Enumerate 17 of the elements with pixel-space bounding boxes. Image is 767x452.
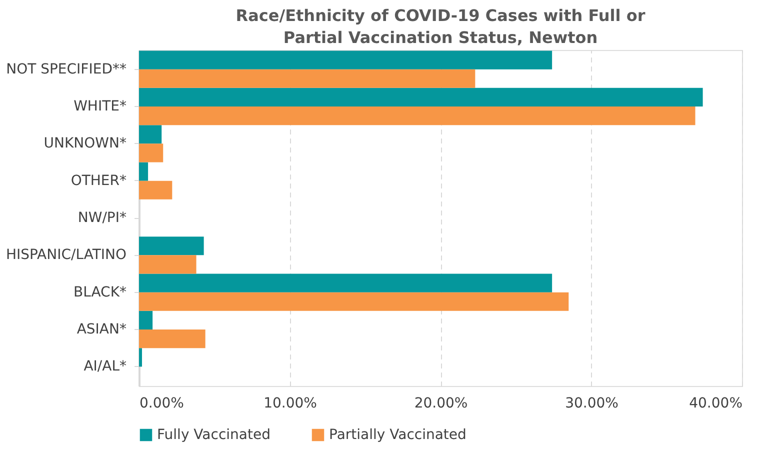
legend-label: Partially Vaccinated xyxy=(329,427,466,443)
y-tick-label: OTHER* xyxy=(70,172,126,189)
y-tick-label: NOT SPECIFIED** xyxy=(6,61,126,78)
y-tick-label: AI/AL* xyxy=(84,358,126,375)
y-tick-label: UNKNOWN* xyxy=(44,136,126,152)
x-tick-label: 40.00% xyxy=(689,396,742,412)
y-tick-label: NW/PI* xyxy=(78,210,126,226)
chart-title: Race/Ethnicity of COVID-19 Cases with Full or Partial Vaccination Status, Newton xyxy=(236,6,646,47)
y-tick-label: BLACK* xyxy=(73,284,126,300)
x-tick-label: 30.00% xyxy=(565,396,618,412)
x-tick-label: 10.00% xyxy=(264,396,317,412)
y-tick-label: HISPANIC/LATINO xyxy=(6,247,126,264)
y-tick-label: WHITE* xyxy=(74,98,126,114)
legend-label: Fully Vaccinated xyxy=(157,427,270,443)
y-tick-label: ASIAN* xyxy=(76,322,126,338)
x-tick-label: 20.00% xyxy=(414,396,468,412)
x-tick-label: 0.00% xyxy=(140,396,184,412)
